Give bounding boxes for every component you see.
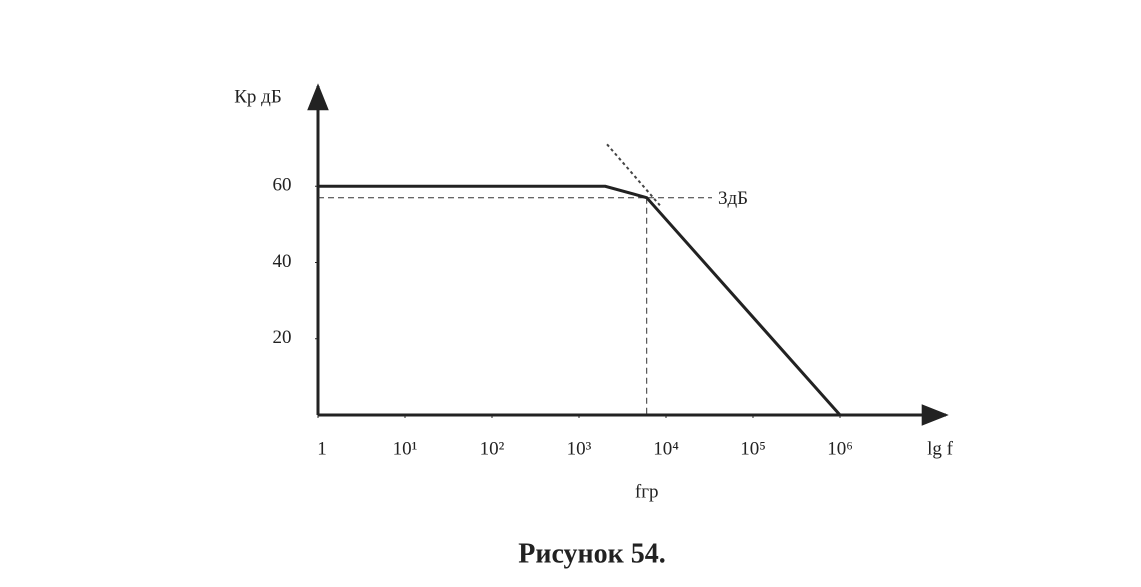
- y-tick-label: 60: [273, 175, 292, 196]
- series-line: [318, 184, 842, 416]
- caption: Рисунок 54.: [518, 538, 666, 569]
- x-tick-label: 10²: [480, 438, 505, 459]
- x-tick-label: 10³: [567, 438, 592, 459]
- freq-annotation: fгр: [635, 481, 659, 502]
- x-tick-label: 10⁶: [827, 438, 853, 459]
- x-axis-label: lg f: [927, 438, 954, 459]
- y-tick-label: 20: [273, 327, 292, 348]
- x-tick-label: 1: [317, 438, 327, 459]
- x-tick-label: 10⁵: [740, 438, 766, 459]
- level-annotation: 3дБ: [718, 188, 748, 209]
- x-tick-label: 10¹: [393, 438, 418, 459]
- y-tick-label: 40: [273, 251, 292, 272]
- y-axis-label: Кр дБ: [234, 86, 282, 107]
- x-tick-label: 10⁴: [653, 438, 679, 459]
- series-line: [606, 143, 661, 206]
